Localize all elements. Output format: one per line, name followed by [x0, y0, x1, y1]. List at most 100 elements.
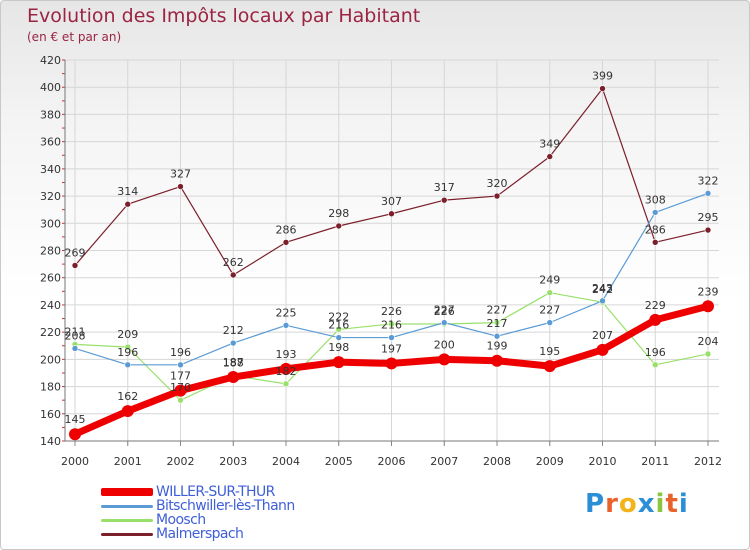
point-malmerspach-2005 — [335, 222, 343, 230]
point-bitschwiller-les-thann-2008 — [493, 332, 501, 340]
legend-label-willer-sur-thur: WILLER-SUR-THUR — [156, 484, 275, 500]
point-bitschwiller-les-thann-2001 — [124, 361, 132, 369]
point-malmerspach-2007 — [440, 196, 448, 204]
y-tick-label-140: 140 — [40, 435, 61, 448]
data-label-bitschwiller-les-thann-2004: 225 — [276, 306, 297, 319]
point-malmerspach-2003 — [229, 271, 237, 279]
axis-layer: 140 160 180 200 220 240 260 280 300 320 340 360 380 4… — [40, 54, 722, 468]
data-label-bitschwiller-les-thann-2003: 212 — [223, 324, 244, 337]
point-malmerspach-2004 — [282, 239, 290, 246]
point-bitschwiller-les-thann-2009 — [546, 319, 554, 326]
data-label-willer-sur-thur-2004: 193 — [276, 348, 297, 361]
legend-label-moosch: Moosch — [156, 512, 206, 528]
point-moosch-2006 — [388, 320, 395, 328]
logo-letter: i — [678, 489, 689, 519]
y-tick-label-400: 400 — [40, 81, 61, 94]
data-label-moosch-2002: 170 — [170, 381, 191, 394]
logo-letter: x — [637, 489, 656, 519]
point-bitschwiller-les-thann-2004 — [282, 322, 290, 329]
legend-swatch-bitschwiller-les-thann — [101, 504, 153, 508]
x-tick-label-2010: 2010 — [589, 455, 617, 468]
data-label-bitschwiller-les-thann-2010: 243 — [592, 282, 613, 295]
chart-subtitle: (en € et par an) — [27, 30, 122, 44]
data-label-malmerspach-2003: 262 — [223, 256, 244, 269]
data-label-moosch-2010: 242 — [592, 283, 613, 296]
y-tick-label-280: 280 — [40, 245, 61, 258]
grid-layer — [65, 59, 719, 446]
point-malmerspach-2008 — [493, 192, 501, 200]
point-malmerspach-2006 — [388, 210, 395, 218]
x-tick-label-2008: 2008 — [483, 455, 511, 468]
data-label-malmerspach-2004: 286 — [276, 223, 297, 236]
data-label-moosch-2001: 209 — [117, 328, 138, 341]
x-tick-label-2003: 2003 — [219, 455, 247, 468]
point-malmerspach-2000 — [71, 262, 79, 269]
data-label-willer-sur-thur-2012: 239 — [698, 285, 719, 298]
point-moosch-2002 — [177, 396, 184, 404]
point-bitschwiller-les-thann-2005 — [335, 334, 343, 341]
data-label-moosch-2004: 182 — [276, 365, 297, 378]
data-label-malmerspach-2010: 399 — [592, 70, 613, 83]
data-label-bitschwiller-les-thann-2007: 227 — [434, 304, 455, 317]
y-tick-label-180: 180 — [40, 381, 61, 394]
proxiti-logo: Proxiti — [585, 489, 689, 519]
point-willer-sur-thur-2008 — [491, 354, 503, 367]
data-label-malmerspach-2002: 327 — [170, 168, 191, 181]
point-bitschwiller-les-thann-2007 — [440, 319, 448, 326]
data-label-willer-sur-thur-2001: 162 — [117, 390, 138, 403]
point-willer-sur-thur-2010 — [596, 343, 609, 356]
data-label-bitschwiller-les-thann-2005: 216 — [328, 319, 349, 332]
point-willer-sur-thur-2007 — [438, 353, 451, 366]
x-tick-label-2000: 2000 — [61, 455, 89, 468]
x-tick-label-2005: 2005 — [325, 455, 353, 468]
point-malmerspach-2011 — [651, 239, 659, 246]
point-moosch-2004 — [282, 380, 290, 388]
data-label-moosch-2005: 222 — [328, 310, 349, 323]
y-tick-label-420: 420 — [40, 54, 61, 67]
point-moosch-2008 — [493, 319, 501, 326]
data-label-moosch-2006: 226 — [381, 305, 402, 318]
legend-label-bitschwiller-les-thann: Bitschwiller-lès-Thann — [156, 498, 295, 514]
point-malmerspach-2012 — [704, 226, 712, 234]
data-label-bitschwiller-les-thann-2012: 322 — [698, 174, 719, 187]
y-tick-label-340: 340 — [40, 163, 61, 176]
point-moosch-2009 — [546, 289, 554, 296]
point-bitschwiller-les-thann-2002 — [177, 361, 184, 369]
chart-title: Evolution des Impôts locaux par Habitant — [27, 5, 421, 27]
point-bitschwiller-les-thann-2000 — [71, 345, 79, 352]
point-willer-sur-thur-2009 — [543, 360, 556, 373]
x-tick-label-2007: 2007 — [430, 455, 458, 468]
data-label-bitschwiller-les-thann-2002: 196 — [170, 346, 191, 359]
point-willer-sur-thur-2002 — [174, 384, 187, 397]
data-label-bitschwiller-les-thann-2008: 217 — [487, 317, 508, 330]
y-tick-label-220: 220 — [40, 326, 61, 339]
data-label-bitschwiller-les-thann-2000: 208 — [65, 329, 86, 342]
y-tick-label-320: 320 — [40, 190, 61, 203]
legend-swatch-malmerspach — [101, 532, 153, 536]
data-label-moosch-2012: 204 — [698, 335, 719, 348]
data-label-willer-sur-thur-2011: 229 — [645, 299, 666, 312]
point-willer-sur-thur-2006 — [385, 357, 398, 370]
y-tick-label-380: 380 — [40, 108, 61, 121]
y-tick-label-240: 240 — [40, 299, 61, 312]
data-label-willer-sur-thur-2000: 145 — [65, 413, 86, 426]
data-label-malmerspach-2000: 269 — [65, 246, 86, 259]
point-bitschwiller-les-thann-2010 — [599, 297, 606, 305]
logo-letter: r — [605, 489, 619, 519]
data-label-bitschwiller-les-thann-2001: 196 — [117, 346, 138, 359]
point-willer-sur-thur-2011 — [649, 313, 662, 326]
y-tick-label-360: 360 — [40, 136, 61, 149]
x-tick-label-2004: 2004 — [272, 455, 300, 468]
point-willer-sur-thur-2005 — [332, 356, 345, 369]
data-label-willer-sur-thur-2009: 195 — [539, 345, 560, 358]
data-label-bitschwiller-les-thann-2009: 227 — [539, 304, 560, 317]
point-moosch-2001 — [124, 343, 132, 351]
data-label-moosch-2000: 211 — [65, 325, 86, 338]
legend-label-malmerspach: Malmerspach — [156, 526, 244, 542]
point-moosch-2005 — [335, 326, 343, 333]
y-tick-label-160: 160 — [40, 408, 61, 421]
x-tick-label-2009: 2009 — [536, 455, 564, 468]
data-label-willer-sur-thur-2002: 177 — [170, 370, 191, 383]
